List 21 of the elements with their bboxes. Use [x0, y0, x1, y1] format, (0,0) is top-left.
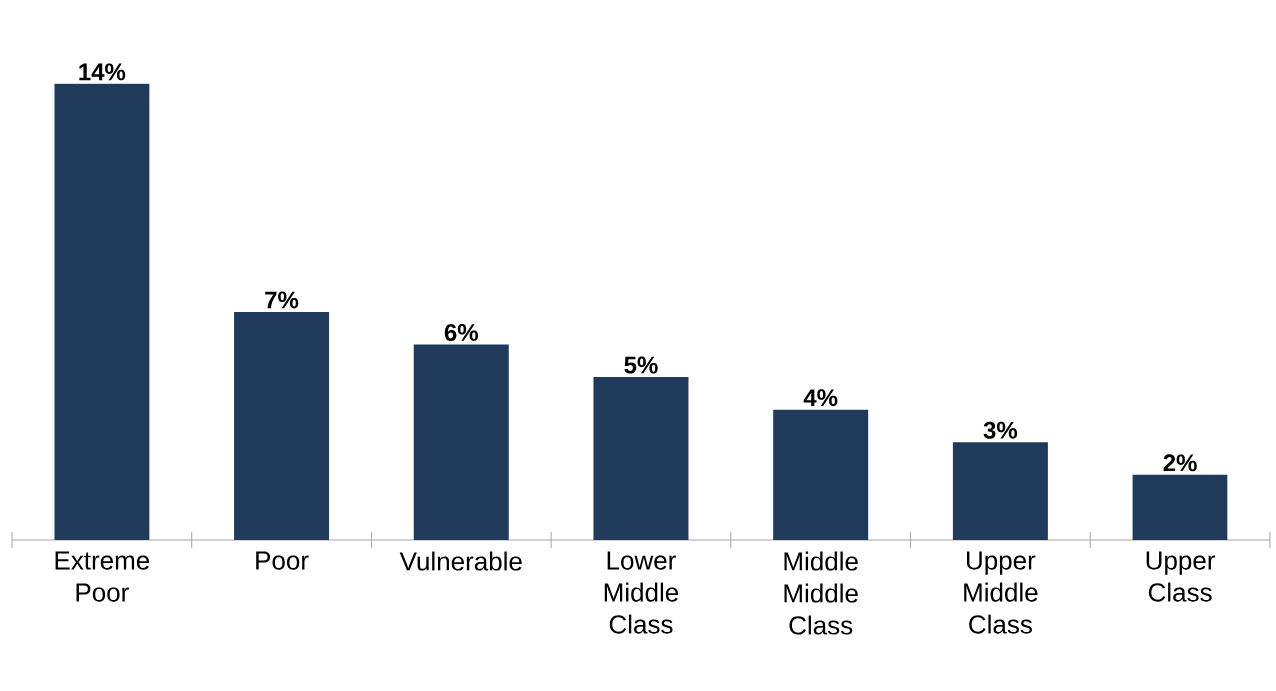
bar [234, 311, 330, 540]
bar [593, 377, 689, 540]
bar [413, 344, 509, 540]
data-label: 7% [265, 291, 299, 309]
bar [952, 442, 1048, 540]
data-label: 4% [803, 389, 838, 407]
x-tick-label: Upper Middle Class [964, 551, 1038, 634]
data-label: 2% [1163, 454, 1197, 472]
x-tick-label: Lower Middle Class [604, 551, 679, 634]
bar [54, 83, 150, 540]
x-tick-label: Poor [256, 551, 309, 570]
data-label: 14% [79, 63, 126, 81]
data-label: 6% [444, 323, 478, 341]
x-tick-label: Vulnerable [399, 551, 522, 571]
x-tick-label: Extreme Poor [55, 551, 150, 602]
x-tick-label: Middle Middle Class [784, 551, 858, 635]
bar [773, 409, 869, 540]
bar [1132, 474, 1228, 540]
data-label: 5% [624, 356, 658, 374]
data-label: 3% [983, 421, 1018, 439]
x-tick-label: Upper Class [1146, 551, 1216, 602]
